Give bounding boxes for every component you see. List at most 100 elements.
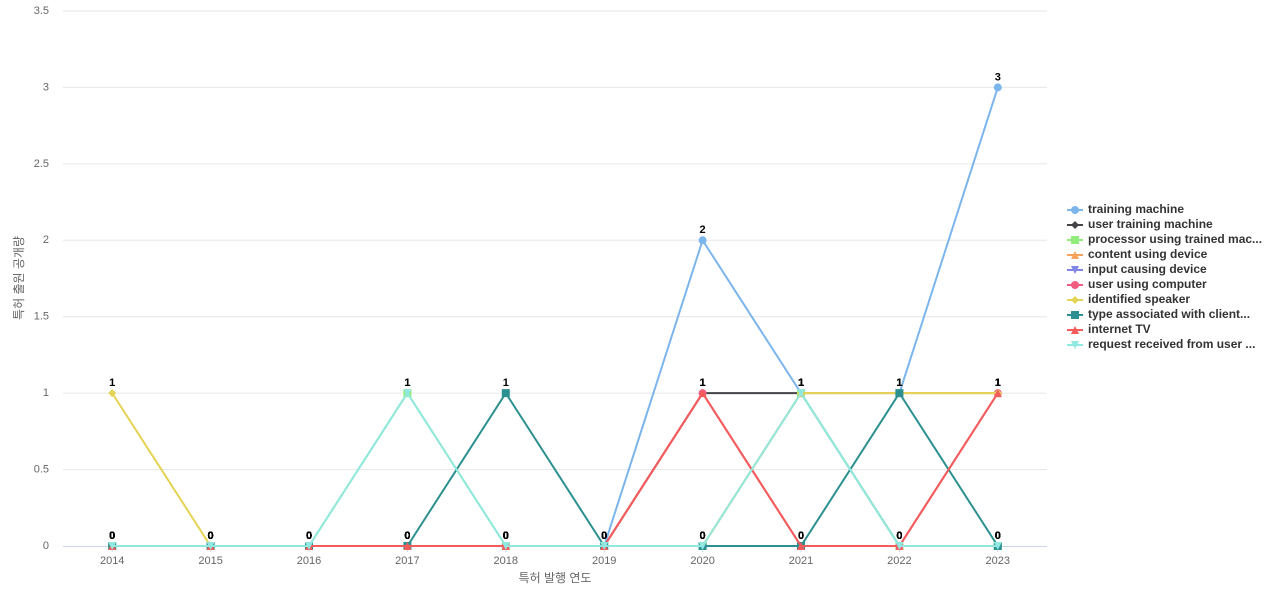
x-tick-label: 2016: [297, 555, 321, 567]
data-label: 0: [306, 530, 312, 542]
data-label: 1: [700, 377, 706, 389]
data-label: 1: [798, 377, 804, 389]
data-label: 0: [208, 530, 214, 542]
data-label: 0: [306, 530, 312, 542]
legend-label: identified speaker: [1088, 292, 1190, 306]
data-label: 0: [700, 530, 706, 542]
data-label: 0: [601, 530, 607, 542]
legend-item[interactable]: user training machine: [1067, 217, 1213, 231]
legend-label: user using computer: [1088, 277, 1207, 291]
data-label: 0: [896, 530, 902, 542]
data-label: 0: [208, 530, 214, 542]
data-label: 0: [306, 530, 312, 542]
data-label: 1: [700, 377, 706, 389]
point: [1071, 221, 1079, 229]
x-tick-label: 2014: [100, 555, 124, 567]
data-label: 0: [700, 530, 706, 542]
point: [403, 389, 412, 398]
data-label: 0: [995, 530, 1001, 542]
data-label: 0: [896, 530, 902, 542]
data-label: 0: [995, 530, 1001, 542]
point: [797, 389, 805, 398]
legend-item[interactable]: training machine: [1067, 202, 1184, 216]
data-label: 0: [995, 530, 1001, 542]
data-label: 0: [404, 530, 410, 542]
series-line: [112, 391, 998, 547]
y-tick-label: 0.5: [34, 463, 49, 475]
data-label: 0: [995, 530, 1001, 542]
data-label: 0: [404, 530, 410, 542]
data-label: 0: [601, 530, 607, 542]
legend-label: content using device: [1088, 247, 1208, 261]
point: [305, 542, 313, 550]
legend-label: type associated with client...: [1088, 307, 1250, 321]
data-label: 0: [798, 530, 804, 542]
data-label: 1: [896, 377, 902, 389]
point: [1071, 326, 1079, 334]
point: [600, 542, 609, 550]
x-tick-label: 2022: [887, 555, 911, 567]
point: [993, 389, 1002, 398]
data-label: 0: [503, 530, 509, 542]
legend-item[interactable]: processor using trained mac...: [1067, 232, 1262, 246]
data-label: 0: [208, 530, 214, 542]
legend-item[interactable]: content using device: [1067, 247, 1208, 261]
data-label: 1: [404, 377, 410, 389]
data-label: 0: [208, 530, 214, 542]
data-label: 0: [896, 530, 902, 542]
data-label: 0: [404, 530, 410, 542]
data-label: 0: [798, 530, 804, 542]
legend-item[interactable]: user using computer: [1067, 277, 1207, 291]
data-label: 0: [404, 530, 410, 542]
y-tick-label: 1.5: [34, 311, 49, 323]
legend-item[interactable]: input causing device: [1067, 262, 1207, 276]
legend-item[interactable]: type associated with client...: [1067, 307, 1250, 321]
legend-label: request received from user ...: [1088, 337, 1255, 351]
x-tick-label: 2020: [690, 555, 714, 567]
data-label: 0: [503, 530, 509, 542]
data-label: 0: [109, 530, 115, 542]
data-label: 0: [109, 530, 115, 542]
data-label: 0: [601, 530, 607, 542]
data-label: 1: [995, 377, 1001, 389]
data-label: 1: [404, 377, 410, 389]
data-label: 0: [601, 530, 607, 542]
data-label: 0: [208, 530, 214, 542]
data-label: 0: [601, 530, 607, 542]
point: [698, 389, 707, 398]
point: [698, 542, 707, 550]
point: [206, 542, 215, 550]
point: [1071, 266, 1079, 274]
data-label: 0: [601, 530, 607, 542]
point: [1071, 236, 1079, 244]
data-label: 0: [601, 530, 607, 542]
data-label: 3: [995, 71, 1001, 83]
y-tick-label: 2: [43, 234, 49, 246]
data-label: 0: [306, 530, 312, 542]
data-label: 1: [798, 377, 804, 389]
x-tick-label: 2021: [789, 555, 813, 567]
data-label: 0: [503, 530, 509, 542]
data-label: 0: [306, 530, 312, 542]
x-tick-label: 2017: [395, 555, 419, 567]
legend-item[interactable]: request received from user ...: [1067, 337, 1255, 351]
data-label: 1: [896, 377, 902, 389]
data-label: 2: [700, 224, 706, 236]
point: [1071, 341, 1079, 349]
data-label: 1: [798, 377, 804, 389]
data-label: 0: [798, 530, 804, 542]
data-label: 1: [798, 377, 804, 389]
legend-label: training machine: [1088, 202, 1184, 216]
legend-label: input causing device: [1088, 262, 1207, 276]
data-label: 0: [109, 530, 115, 542]
legend-item[interactable]: identified speaker: [1067, 292, 1190, 306]
point: [1071, 206, 1079, 214]
data-label: 0: [404, 530, 410, 542]
data-label: 0: [306, 530, 312, 542]
point: [1071, 251, 1079, 259]
y-tick-label: 0: [43, 540, 49, 552]
data-label: 0: [109, 530, 115, 542]
legend-item[interactable]: internet TV: [1067, 322, 1151, 336]
data-label: 0: [503, 530, 509, 542]
